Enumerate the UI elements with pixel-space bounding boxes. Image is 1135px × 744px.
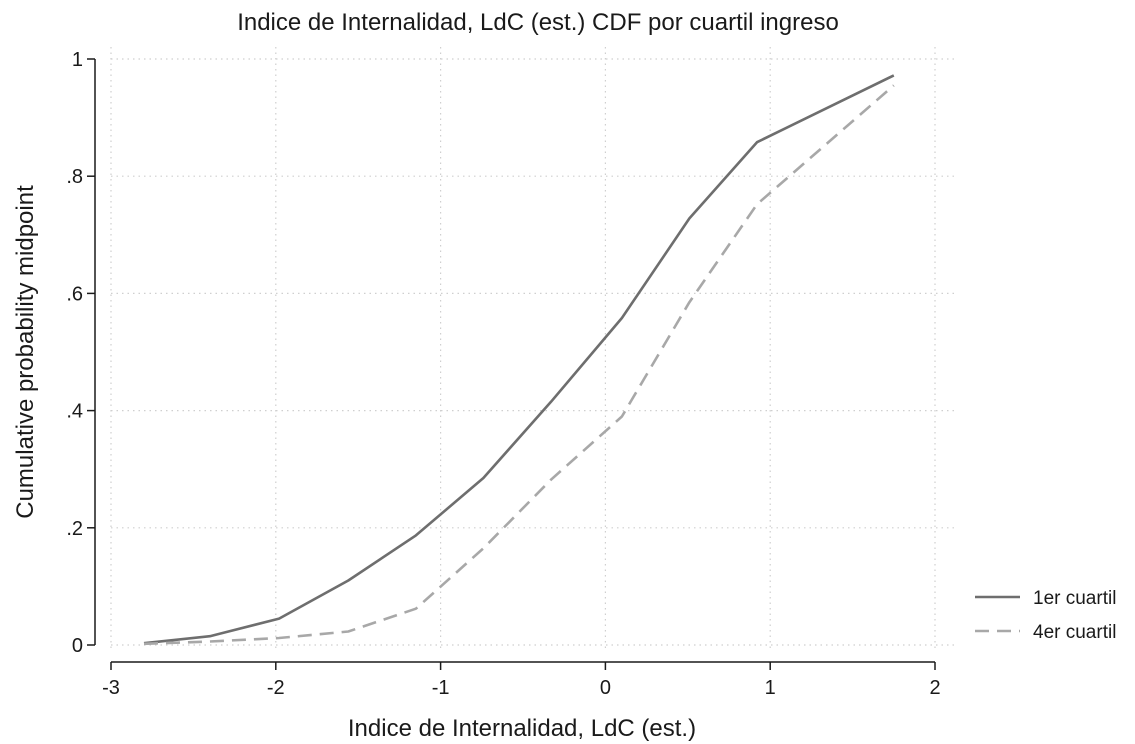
series-line-1	[143, 74, 895, 645]
y-tick-label: .2	[66, 518, 83, 540]
x-tick-label: -3	[102, 677, 120, 699]
y-tick-label: .4	[66, 401, 83, 423]
x-tick-label: 1	[765, 677, 776, 699]
x-tick-label: 0	[600, 677, 611, 699]
x-tick-label: 2	[929, 677, 940, 699]
legend-label-2: 4er cuartil	[1033, 622, 1116, 643]
series-line-2	[143, 84, 895, 646]
legend-label-1: 1er cuartil	[1033, 588, 1116, 609]
y-tick-label: .6	[66, 283, 83, 305]
grid-lines	[110, 47, 955, 649]
y-tick-label: .8	[66, 166, 83, 188]
x-tick-label: -1	[432, 677, 450, 699]
series-lines	[143, 74, 895, 646]
chart-title: Indice de Internalidad, LdC (est.) CDF p…	[237, 9, 839, 36]
y-axis-title: Cumulative probability midpoint	[12, 185, 39, 519]
legend: 1er cuartil 4er cuartil	[975, 588, 1116, 643]
y-tick-label: 1	[72, 49, 83, 71]
x-tick-label: -2	[267, 677, 285, 699]
y-tick-label: 0	[72, 635, 83, 657]
axes: 0 .2 .4 .6 .8 1 -3 -2 -1 0 1 2	[66, 49, 940, 699]
x-axis-title: Indice de Internalidad, LdC (est.)	[348, 715, 696, 742]
